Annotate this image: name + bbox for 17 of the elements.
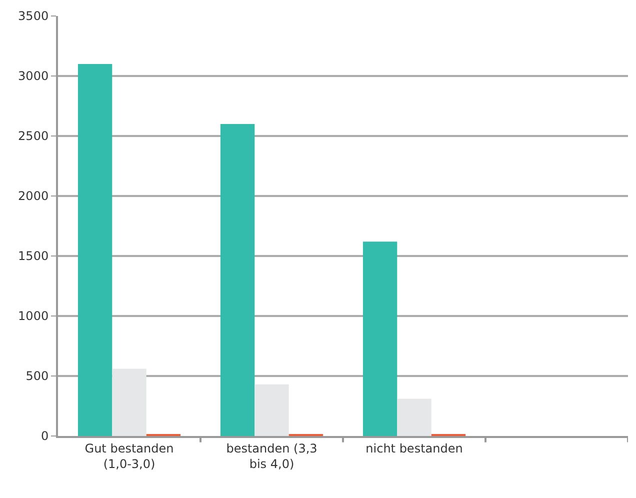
y-tick-label: 2500 — [18, 129, 49, 144]
y-tick-label: 1000 — [18, 309, 49, 324]
x-tick-label: nicht bestanden — [366, 441, 463, 456]
y-tick-label: 3500 — [18, 9, 49, 24]
bar — [362, 242, 398, 436]
y-tick-label: 1500 — [18, 249, 49, 264]
bar — [112, 368, 146, 436]
x-tick-label: bestanden (3,3 bis 4,0) — [226, 441, 318, 471]
y-tick-label: 0 — [40, 429, 49, 444]
x-tick-label: Gut bestanden (1,0-3,0) — [84, 441, 174, 471]
bar — [254, 384, 289, 436]
bar — [397, 398, 432, 436]
y-tick-label: 2000 — [18, 189, 49, 204]
y-tick-label: 3000 — [18, 69, 49, 84]
y-tick-label: 500 — [26, 369, 49, 384]
bar — [78, 64, 112, 436]
bar — [220, 124, 255, 436]
